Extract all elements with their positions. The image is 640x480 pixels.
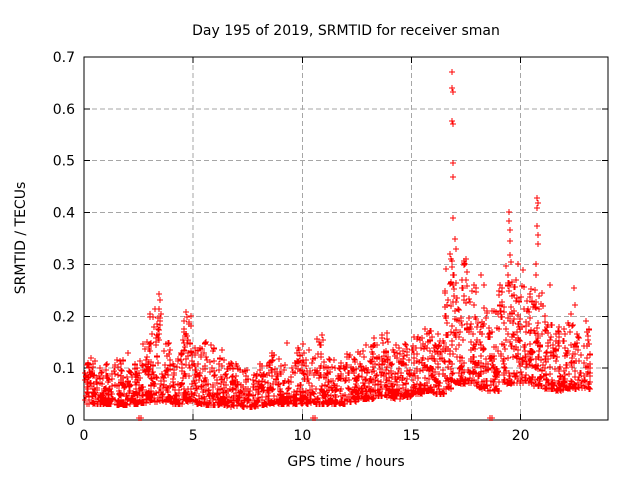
plot-frame <box>83 56 609 421</box>
tick-labels: 0 5 10 15 20 0 0.1 0.2 0.3 0.4 0.5 0.6 0.7 <box>53 50 530 444</box>
y-tick-label: 0.5 <box>53 154 75 170</box>
x-tick-label: 0 <box>80 428 89 444</box>
y-tick-label: 0.6 <box>53 102 75 118</box>
y-tick-label: 0.4 <box>53 206 75 222</box>
x-tick-label: 10 <box>293 428 311 444</box>
data-points-series <box>82 69 593 421</box>
y-tick-label: 0.7 <box>53 50 75 66</box>
y-axis-label: SRMTID / TECUs <box>13 182 29 295</box>
y-tick-label: 0.3 <box>53 257 75 273</box>
x-tick-label: 15 <box>403 428 421 444</box>
y-tick-label: 0.2 <box>53 309 75 325</box>
x-tick-label: 5 <box>189 428 198 444</box>
y-tick-label: 0.1 <box>53 361 75 377</box>
x-axis-label: GPS time / hours <box>287 454 404 470</box>
x-tick-label: 20 <box>512 428 530 444</box>
y-tick-label: 0 <box>66 413 75 429</box>
chart-title: Day 195 of 2019, SRMTID for receiver sma… <box>192 23 500 39</box>
